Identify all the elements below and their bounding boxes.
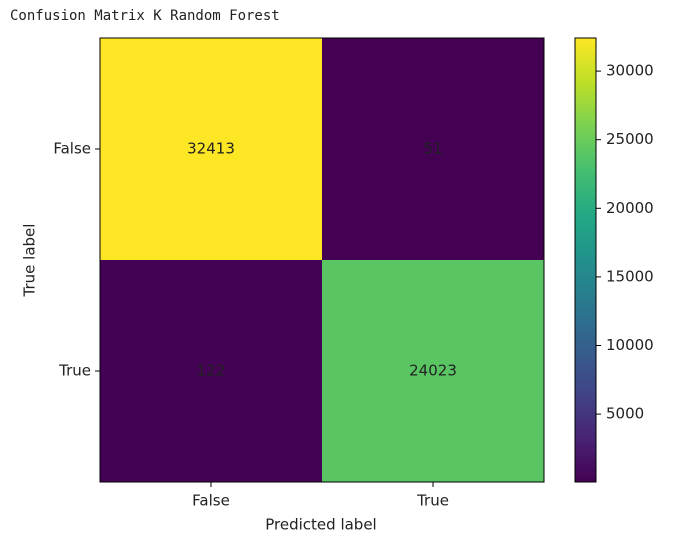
x-tick-label: True [416,492,449,510]
y-tick-label: False [53,140,91,158]
colorbar [574,37,597,483]
chart-title: Confusion Matrix K Random Forest [10,8,280,24]
y-tick-label: True [58,362,91,380]
colorbar-tick-label: 15000 [606,267,654,285]
cell-value-label: 24023 [409,362,457,380]
x-tick-label: False [192,492,230,510]
heatmap-cell [100,38,322,260]
colorbar-tick-label: 25000 [606,130,654,148]
cell-value-label: 51 [423,140,442,158]
colorbar-tick-label: 20000 [606,199,654,217]
colorbar-tick-label: 5000 [606,405,644,423]
colorbar-tick-label: 10000 [606,336,654,354]
x-axis-label: Predicted label [265,516,376,534]
cell-value-label: 122 [197,362,226,380]
heatmap-cell [322,260,544,482]
cell-value-label: 32413 [187,140,235,158]
plot-frame [99,37,545,483]
y-axis-label: True label [21,224,39,298]
colorbar-tick-label: 30000 [606,62,654,80]
heatmap-cell [100,260,322,482]
heatmap-cell [322,38,544,260]
